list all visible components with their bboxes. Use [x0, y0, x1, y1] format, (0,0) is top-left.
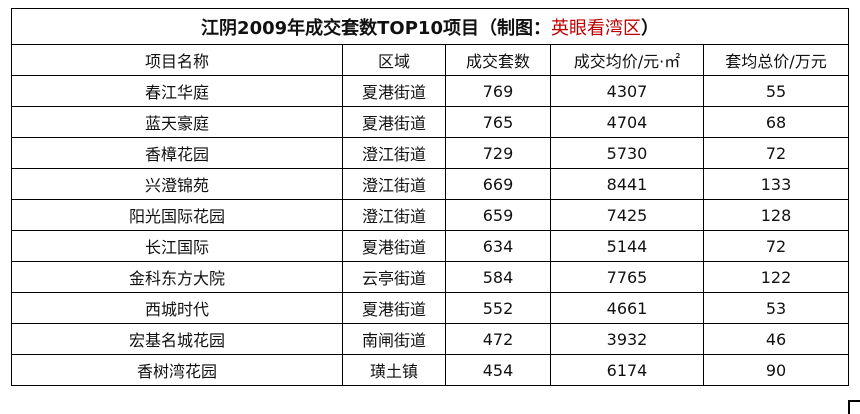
cell-avg-price: 4661 — [550, 292, 704, 324]
cell-district: 澄江街道 — [342, 168, 446, 200]
table-row: 春江华庭 夏港街道 769 4307 55 — [11, 75, 850, 107]
cell-avg-price: 5144 — [550, 230, 704, 262]
table-row: 阳光国际花园 澄江街道 659 7425 128 — [11, 199, 850, 231]
table-row: 西城时代 夏港街道 552 4661 53 — [11, 292, 850, 324]
cell-avg-price: 6174 — [550, 354, 704, 386]
title-close: ） — [640, 17, 659, 39]
cell-avg-total: 122 — [702, 261, 850, 293]
cell-avg-total: 46 — [702, 323, 850, 355]
cell-avg-price: 5730 — [550, 137, 704, 169]
cell-district: 南闸街道 — [342, 323, 446, 355]
cell-project-name: 蓝天豪庭 — [11, 106, 343, 138]
header-project-name: 项目名称 — [11, 44, 343, 76]
cell-avg-price: 4307 — [550, 75, 704, 107]
cell-avg-price: 4704 — [550, 106, 704, 138]
table-row: 兴澄锦苑 澄江街道 669 8441 133 — [11, 168, 850, 200]
cell-district: 云亭街道 — [342, 261, 446, 293]
cell-avg-total: 55 — [702, 75, 850, 107]
cell-avg-price: 8441 — [550, 168, 704, 200]
table-row: 蓝天豪庭 夏港街道 765 4704 68 — [11, 106, 850, 138]
cell-district: 夏港街道 — [342, 292, 446, 324]
title-author: 英眼看湾区 — [550, 17, 641, 39]
cell-project-name: 阳光国际花园 — [11, 199, 343, 231]
cell-avg-price: 7425 — [550, 199, 704, 231]
cell-avg-total: 90 — [702, 354, 850, 386]
top10-table: 江阴2009年成交套数TOP10项目（制图：英眼看湾区） 项目名称 区域 成交套… — [10, 8, 850, 386]
cell-units-sold: 765 — [445, 106, 551, 138]
title-main: 江阴2009年成交套数TOP10项目（制图： — [201, 17, 551, 39]
cell-project-name: 香树湾花园 — [11, 354, 343, 386]
header-avg-price: 成交均价/元·㎡ — [550, 44, 704, 76]
corner-mark — [848, 400, 860, 414]
table-row: 金科东方大院 云亭街道 584 7765 122 — [11, 261, 850, 293]
cell-district: 澄江街道 — [342, 199, 446, 231]
cell-units-sold: 729 — [445, 137, 551, 169]
cell-avg-price: 7765 — [550, 261, 704, 293]
cell-units-sold: 552 — [445, 292, 551, 324]
cell-project-name: 西城时代 — [11, 292, 343, 324]
table-row: 香樟花园 澄江街道 729 5730 72 — [11, 137, 850, 169]
cell-avg-total: 128 — [702, 199, 850, 231]
title-row: 江阴2009年成交套数TOP10项目（制图：英眼看湾区） — [10, 8, 850, 45]
cell-units-sold: 454 — [445, 354, 551, 386]
cell-units-sold: 472 — [445, 323, 551, 355]
header-units-sold: 成交套数 — [445, 44, 551, 76]
cell-district: 澄江街道 — [342, 137, 446, 169]
table-row: 香树湾花园 璜土镇 454 6174 90 — [11, 354, 850, 386]
cell-units-sold: 584 — [445, 261, 551, 293]
table-row: 宏基名城花园 南闸街道 472 3932 46 — [11, 323, 850, 355]
data-sheet: 江阴2009年成交套数TOP10项目（制图：英眼看湾区） 项目名称 区域 成交套… — [10, 8, 850, 386]
table-title: 江阴2009年成交套数TOP10项目（制图：英眼看湾区） — [10, 8, 850, 45]
cell-project-name: 宏基名城花园 — [11, 323, 343, 355]
cell-project-name: 长江国际 — [11, 230, 343, 262]
cell-avg-total: 68 — [702, 106, 850, 138]
cell-district: 璜土镇 — [342, 354, 446, 386]
cell-avg-total: 72 — [702, 230, 850, 262]
cell-units-sold: 769 — [445, 75, 551, 107]
cell-project-name: 春江华庭 — [11, 75, 343, 107]
cell-avg-total: 133 — [702, 168, 850, 200]
header-district: 区域 — [342, 44, 446, 76]
table-row: 长江国际 夏港街道 634 5144 72 — [11, 230, 850, 262]
cell-project-name: 香樟花园 — [11, 137, 343, 169]
header-avg-total: 套均总价/万元 — [702, 44, 850, 76]
cell-district: 夏港街道 — [342, 75, 446, 107]
cell-district: 夏港街道 — [342, 106, 446, 138]
cell-units-sold: 669 — [445, 168, 551, 200]
cell-project-name: 金科东方大院 — [11, 261, 343, 293]
cell-district: 夏港街道 — [342, 230, 446, 262]
cell-units-sold: 634 — [445, 230, 551, 262]
header-row: 项目名称 区域 成交套数 成交均价/元·㎡ 套均总价/万元 — [11, 44, 850, 76]
cell-project-name: 兴澄锦苑 — [11, 168, 343, 200]
cell-avg-price: 3932 — [550, 323, 704, 355]
cell-avg-total: 72 — [702, 137, 850, 169]
cell-units-sold: 659 — [445, 199, 551, 231]
cell-avg-total: 53 — [702, 292, 850, 324]
